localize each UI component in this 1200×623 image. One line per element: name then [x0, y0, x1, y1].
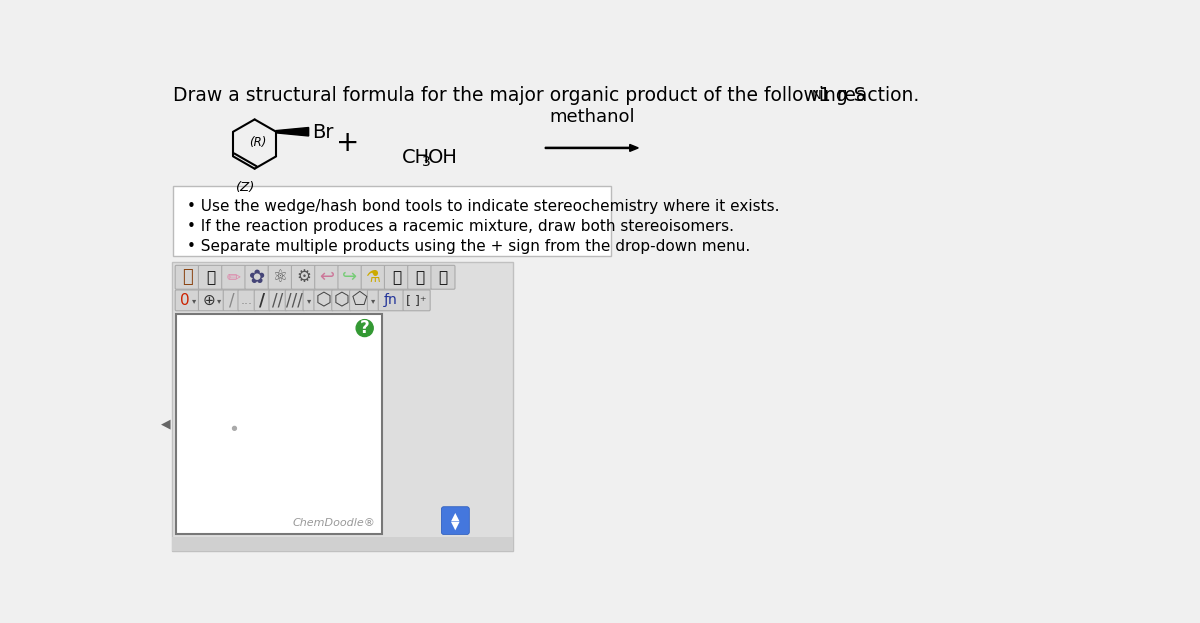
- Text: (Z): (Z): [235, 181, 256, 194]
- Text: ▾: ▾: [217, 296, 221, 305]
- Text: ▾: ▾: [192, 296, 197, 305]
- Text: ↩: ↩: [319, 269, 335, 287]
- Text: ▼: ▼: [451, 520, 460, 530]
- Circle shape: [356, 320, 373, 336]
- Text: ▾: ▾: [307, 296, 311, 305]
- FancyBboxPatch shape: [176, 314, 382, 534]
- FancyBboxPatch shape: [245, 265, 269, 289]
- Text: 🖌: 🖌: [438, 270, 448, 285]
- FancyBboxPatch shape: [314, 265, 338, 289]
- Text: ⬡: ⬡: [316, 292, 331, 310]
- Text: 1 reaction.: 1 reaction.: [818, 85, 919, 105]
- FancyBboxPatch shape: [338, 265, 362, 289]
- FancyBboxPatch shape: [175, 265, 199, 289]
- FancyBboxPatch shape: [238, 290, 256, 311]
- Text: +: +: [336, 130, 359, 157]
- FancyBboxPatch shape: [172, 262, 512, 551]
- Text: • If the reaction produces a racemic mixture, draw both stereoisomers.: • If the reaction produces a racemic mix…: [187, 219, 734, 234]
- FancyBboxPatch shape: [408, 265, 432, 289]
- FancyBboxPatch shape: [175, 290, 199, 311]
- Text: • Separate multiple products using the + sign from the drop-down menu.: • Separate multiple products using the +…: [187, 239, 750, 254]
- Text: 0: 0: [180, 293, 190, 308]
- FancyBboxPatch shape: [442, 506, 469, 535]
- FancyBboxPatch shape: [198, 265, 222, 289]
- FancyBboxPatch shape: [304, 290, 314, 311]
- Text: ✏: ✏: [227, 269, 241, 287]
- FancyBboxPatch shape: [254, 290, 270, 311]
- FancyBboxPatch shape: [268, 265, 293, 289]
- FancyBboxPatch shape: [223, 290, 240, 311]
- FancyBboxPatch shape: [172, 537, 512, 551]
- Text: ///: ///: [287, 292, 304, 310]
- Text: • Use the wedge/hash bond tools to indicate stereochemistry where it exists.: • Use the wedge/hash bond tools to indic…: [187, 199, 780, 214]
- Text: 🧪: 🧪: [206, 270, 215, 285]
- Text: ⚗: ⚗: [366, 269, 380, 287]
- Text: methanol: methanol: [548, 108, 635, 126]
- Text: ⬠: ⬠: [352, 292, 367, 310]
- Text: ChemDoodle®: ChemDoodle®: [293, 518, 376, 528]
- FancyBboxPatch shape: [349, 290, 368, 311]
- Text: ▲: ▲: [451, 511, 460, 521]
- Text: ⚛: ⚛: [272, 269, 288, 287]
- Text: (R): (R): [250, 136, 266, 149]
- Text: ...: ...: [241, 294, 253, 307]
- Text: //: //: [272, 292, 283, 310]
- Text: ✋: ✋: [182, 269, 192, 287]
- Text: ⬡: ⬡: [334, 292, 349, 310]
- Text: ↪: ↪: [342, 269, 358, 287]
- FancyBboxPatch shape: [198, 290, 224, 311]
- FancyBboxPatch shape: [384, 265, 408, 289]
- FancyBboxPatch shape: [292, 265, 316, 289]
- Text: CH: CH: [402, 148, 430, 168]
- FancyBboxPatch shape: [378, 290, 404, 311]
- FancyBboxPatch shape: [431, 265, 455, 289]
- Text: /: /: [228, 292, 234, 310]
- Polygon shape: [276, 128, 308, 136]
- Text: 3: 3: [422, 155, 431, 169]
- FancyBboxPatch shape: [269, 290, 287, 311]
- FancyArrow shape: [545, 145, 638, 151]
- FancyBboxPatch shape: [361, 265, 385, 289]
- Circle shape: [233, 426, 236, 430]
- FancyBboxPatch shape: [403, 290, 430, 311]
- Text: ✿: ✿: [248, 268, 265, 287]
- Text: [ ]⁺: [ ]⁺: [407, 294, 427, 307]
- Text: /: /: [259, 292, 265, 310]
- Text: ▾: ▾: [371, 296, 376, 305]
- Text: ⊕: ⊕: [203, 293, 215, 308]
- Text: Br: Br: [312, 123, 334, 142]
- Text: ◀: ◀: [161, 417, 170, 430]
- FancyBboxPatch shape: [222, 265, 246, 289]
- FancyBboxPatch shape: [286, 290, 305, 311]
- FancyBboxPatch shape: [331, 290, 352, 311]
- Text: ƒn: ƒn: [384, 293, 398, 307]
- Text: 🔍: 🔍: [415, 270, 425, 285]
- FancyBboxPatch shape: [367, 290, 379, 311]
- Text: N: N: [812, 89, 822, 102]
- Text: ⚙: ⚙: [296, 269, 311, 287]
- Text: ?: ?: [360, 319, 370, 337]
- FancyBboxPatch shape: [173, 186, 611, 255]
- Text: Draw a structural formula for the major organic product of the following S: Draw a structural formula for the major …: [173, 85, 866, 105]
- Text: 📋: 📋: [392, 270, 401, 285]
- Text: OH: OH: [427, 148, 457, 168]
- FancyBboxPatch shape: [314, 290, 334, 311]
